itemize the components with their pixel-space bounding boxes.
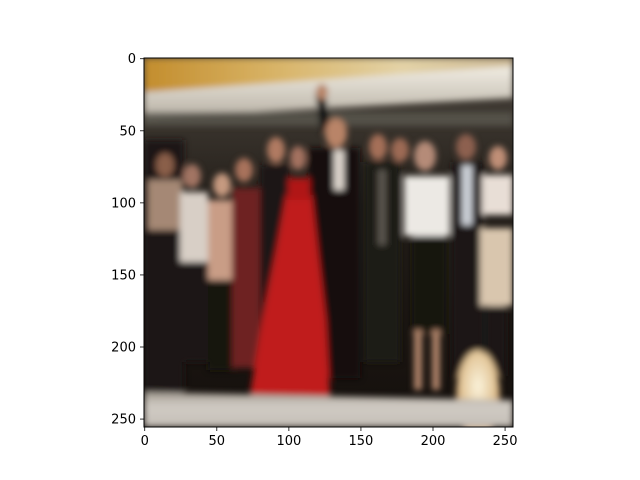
x-tick-label: 0 [141,434,149,449]
y-tick-label: 200 [111,341,136,356]
y-tick-label: 100 [111,196,136,211]
y-axis: 0 50 100 150 200 250 [111,52,144,428]
axes-frame [143,57,514,428]
x-axis: 0 50 100 150 200 250 [141,427,518,449]
y-tick-label: 250 [111,413,136,428]
y-tick-label: 0 [128,52,136,67]
x-tick-label: 150 [349,434,374,449]
y-tick-label: 150 [111,268,136,283]
x-tick-label: 200 [421,434,446,449]
x-tick-label: 250 [493,434,518,449]
photo-image [144,58,513,427]
x-tick-label: 100 [276,434,301,449]
x-tick-label: 50 [209,434,226,449]
y-tick-label: 50 [119,124,136,139]
